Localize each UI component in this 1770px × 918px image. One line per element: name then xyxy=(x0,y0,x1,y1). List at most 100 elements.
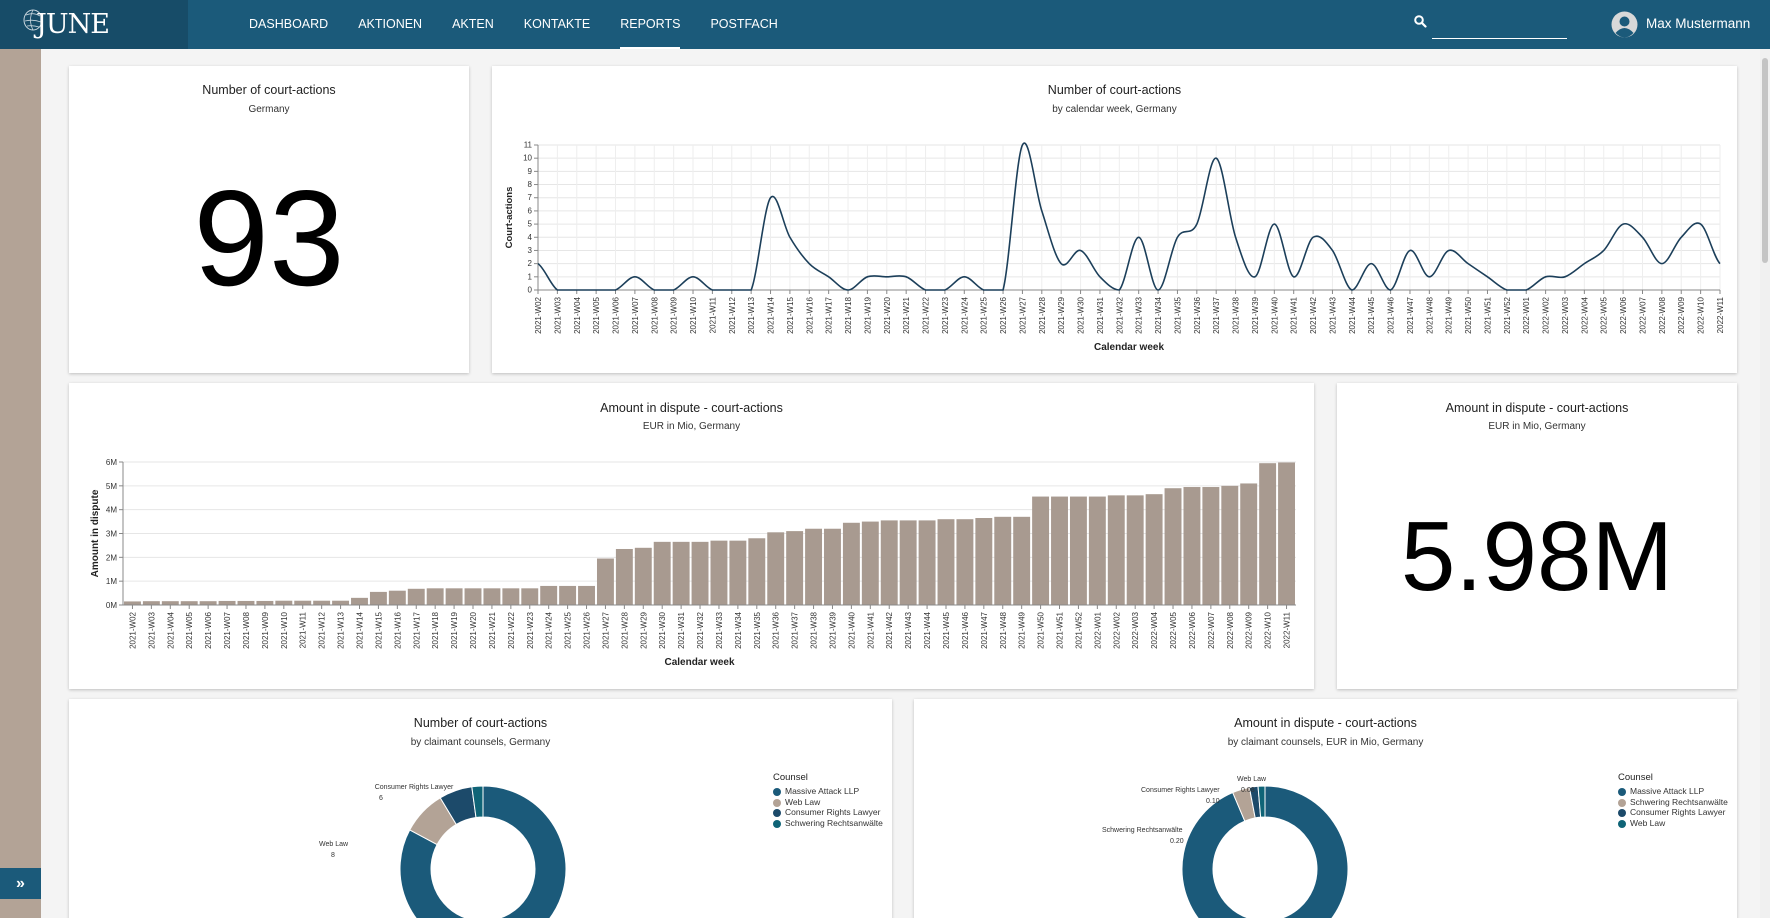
legend-item[interactable]: Web Law xyxy=(773,797,820,808)
card-title: Amount in dispute - court-actions xyxy=(1234,716,1417,730)
bar xyxy=(388,590,406,605)
x-tick-label: 2021-W44 xyxy=(1348,296,1357,333)
bar xyxy=(1107,495,1125,605)
x-tick-label: 2021-W36 xyxy=(1193,296,1202,333)
nav-item-reports[interactable]: REPORTS xyxy=(605,0,695,49)
x-tick-label: 2021-W31 xyxy=(677,611,686,648)
x-tick-label: 2022-W11 xyxy=(1283,611,1292,648)
y-tick-label: 4 xyxy=(528,233,533,242)
slice-label-name: Consumer Rights Lawyer xyxy=(1141,787,1220,794)
bar xyxy=(1202,487,1220,605)
card-title: Number of court-actions xyxy=(1047,83,1182,97)
x-tick-label: 2021-W46 xyxy=(961,611,970,648)
bar xyxy=(502,588,520,605)
x-tick-label: 2021-W07 xyxy=(223,611,232,648)
x-tick-label: 2021-W50 xyxy=(1037,611,1046,648)
bar xyxy=(275,600,293,605)
nav-item-aktionen[interactable]: AKTIONEN xyxy=(358,17,423,31)
bar xyxy=(332,600,350,605)
legend-item[interactable]: Schwering Rechtsanwälte xyxy=(773,818,883,829)
x-tick-label: 2021-W52 xyxy=(1503,296,1512,333)
x-tick-label: 2021-W43 xyxy=(1328,296,1337,333)
bar xyxy=(559,585,577,605)
x-tick-label: 2021-W08 xyxy=(242,611,251,648)
x-tick-label: 2022-W08 xyxy=(1226,611,1235,648)
nav-item-kontakte[interactable]: KONTAKTE xyxy=(523,17,591,31)
x-tick-label: 2021-W22 xyxy=(507,611,516,648)
x-tick-label: 2021-W51 xyxy=(1056,611,1065,648)
legend-item[interactable]: Consumer Rights Lawyer xyxy=(773,807,880,818)
bar xyxy=(521,588,539,605)
legend-item[interactable]: Schwering Rechtsanwälte xyxy=(1618,797,1728,808)
bar xyxy=(1032,496,1050,605)
x-tick-label: 2021-W02 xyxy=(128,611,137,648)
x-axis-label: Calendar week xyxy=(664,657,734,668)
legend-item[interactable]: Massive Attack LLP xyxy=(1618,786,1704,797)
x-tick-label: 2021-W52 xyxy=(1074,611,1083,648)
card-subtitle: EUR in Mio, Germany xyxy=(642,421,741,432)
bar xyxy=(672,541,690,605)
bar xyxy=(975,518,993,605)
legend-item[interactable]: Consumer Rights Lawyer xyxy=(1618,807,1725,818)
x-tick-label: 2021-W20 xyxy=(469,611,478,648)
nav-item-dashboard[interactable]: DASHBOARD xyxy=(249,17,329,31)
x-tick-label: 2021-W49 xyxy=(1018,611,1027,648)
x-tick-label: 2021-W11 xyxy=(299,611,308,648)
donut-chart: Consumer Rights Lawyer 6 Web Law 8 xyxy=(319,784,567,918)
slice-label-name: Web Law xyxy=(1237,776,1267,783)
y-tick-label: 5 xyxy=(528,220,533,229)
nav-item-akten[interactable]: AKTEN xyxy=(452,17,494,31)
x-tick-label: 2021-W44 xyxy=(923,611,932,648)
y-tick-label: 3M xyxy=(106,530,117,539)
nav-item-postfach[interactable]: POSTFACH xyxy=(710,17,778,31)
x-tick-label: 2021-W23 xyxy=(526,611,535,648)
x-tick-label: 2021-W31 xyxy=(1096,296,1105,333)
bar xyxy=(824,528,841,605)
x-tick-label: 2022-W03 xyxy=(1131,611,1140,648)
user-avatar-icon[interactable] xyxy=(1611,11,1638,38)
legend-item[interactable]: Massive Attack LLP xyxy=(773,786,859,797)
card-title: Amount in dispute - court-actions xyxy=(1445,401,1629,415)
legend-swatch xyxy=(1618,809,1626,817)
card-subtitle: EUR in Mio, Germany xyxy=(1488,421,1586,432)
x-tick-label: 2022-W09 xyxy=(1677,296,1686,333)
line-chart: 0 1 2 3 4 5 6 7 8 9 10 11 2021-W02 2021-W03 2021-W04 20… xyxy=(504,141,1725,354)
scrollbar-track[interactable] xyxy=(1760,49,1770,918)
logo[interactable]: JUNE xyxy=(0,0,188,49)
x-tick-label: 2021-W15 xyxy=(786,296,795,333)
kpi-count-card: Number of court-actions Germany 93 xyxy=(69,66,469,373)
x-tick-label: 2022-W02 xyxy=(1112,611,1121,648)
bar xyxy=(1145,494,1163,605)
bar xyxy=(1164,488,1182,605)
sidebar-expand-button[interactable]: » xyxy=(0,868,41,899)
bar xyxy=(351,597,368,605)
x-tick-label: 2021-W38 xyxy=(810,611,819,648)
x-tick-label: 2021-W39 xyxy=(828,611,837,648)
x-tick-label: 2021-W21 xyxy=(488,611,497,648)
legend-swatch xyxy=(1618,819,1626,828)
legend-swatch xyxy=(773,788,781,796)
y-tick-label: 7 xyxy=(528,193,533,202)
y-tick-label: 1 xyxy=(528,272,533,281)
top-navigation-bar: JUNE DASHBOARD AKTIONEN AKTEN KONTAKTE REPOR… xyxy=(0,0,1770,49)
user-name[interactable]: Max Mustermann xyxy=(1646,16,1751,31)
bar xyxy=(464,588,482,605)
search-icon[interactable] xyxy=(1414,15,1427,28)
legend-label: Schwering Rechtsanwälte xyxy=(785,817,883,828)
search-input[interactable] xyxy=(1432,14,1567,39)
legend-title: Counsel xyxy=(773,772,808,783)
sidebar xyxy=(0,49,41,918)
bar xyxy=(1013,516,1031,605)
x-tick-label: 2021-W14 xyxy=(767,296,776,333)
series-line xyxy=(537,142,1721,291)
x-tick-label: 2021-W42 xyxy=(1309,296,1318,333)
x-tick-label: 2021-W12 xyxy=(318,611,327,648)
x-tick-label: 2021-W16 xyxy=(805,296,814,333)
bar xyxy=(956,519,974,605)
legend-item[interactable]: Web Law xyxy=(1618,818,1665,829)
scrollbar-thumb[interactable] xyxy=(1762,58,1768,263)
x-tick-label: 2021-W10 xyxy=(280,611,289,648)
donut-slice xyxy=(1181,785,1349,918)
y-tick-label: 4M xyxy=(106,506,117,515)
x-tick-label: 2021-W35 xyxy=(753,611,762,648)
